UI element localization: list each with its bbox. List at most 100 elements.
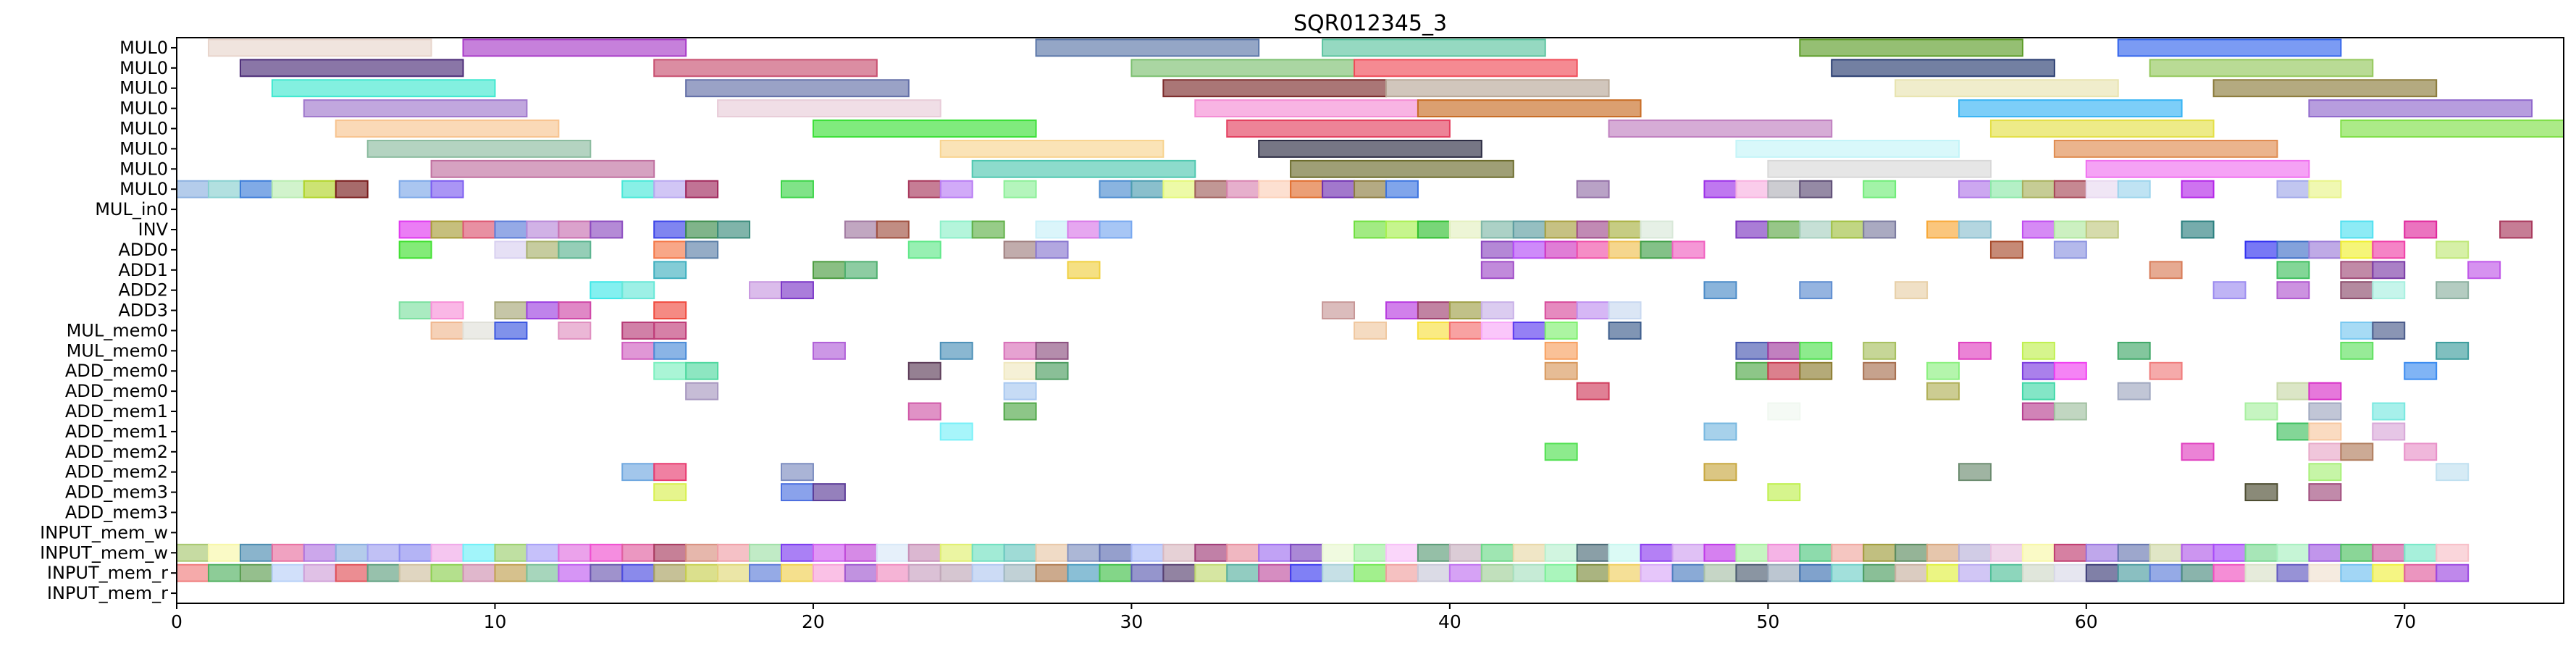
task-bar [2117, 563, 2151, 582]
task-bar [1194, 543, 1228, 562]
task-bar [1671, 563, 1706, 582]
task-bar [939, 139, 1165, 158]
task-bar [271, 563, 305, 582]
task-bar [398, 220, 432, 239]
task-bar [1067, 543, 1101, 562]
task-bar [558, 543, 592, 562]
task-bar [2276, 543, 2310, 562]
task-bar [2276, 382, 2310, 401]
task-bar [2340, 341, 2374, 360]
task-bar [558, 301, 592, 319]
task-bar [1354, 563, 1387, 582]
task-bar [303, 99, 528, 118]
task-bar [2340, 322, 2374, 340]
task-bar [1926, 382, 1960, 401]
task-bar [462, 38, 687, 57]
y-tick-label: INPUT_mem_w [40, 542, 168, 563]
task-bar [2436, 543, 2470, 562]
task-bar [1130, 543, 1165, 562]
y-tick-label: MUL0 [119, 78, 168, 98]
task-bar [590, 563, 624, 582]
task-bar [1003, 543, 1037, 562]
task-bar [685, 220, 719, 239]
task-bar [2340, 220, 2374, 239]
task-bar [2372, 240, 2406, 259]
task-bar [2340, 240, 2374, 259]
x-tick-label: 10 [484, 611, 507, 632]
task-bar [1322, 301, 1356, 319]
task-bar [2276, 261, 2310, 280]
task-bar [1512, 322, 1546, 340]
task-bar [2276, 563, 2310, 582]
task-bar [1767, 180, 1801, 198]
task-bar [2308, 180, 2342, 198]
task-bar [1322, 563, 1356, 582]
task-bar [1863, 563, 1897, 582]
task-bar [1608, 301, 1642, 319]
task-bar [1926, 563, 1960, 582]
y-tick-label: ADD2 [118, 280, 168, 301]
task-bar [1480, 261, 1514, 280]
task-bar [2021, 543, 2055, 562]
task-bar [1863, 341, 1897, 360]
task-bar [1322, 38, 1546, 57]
task-bar [1767, 220, 1801, 239]
task-bar [1417, 322, 1451, 340]
task-bar [494, 543, 528, 562]
task-bar [1989, 180, 2023, 198]
y-tick-label: ADD0 [118, 240, 168, 260]
task-bar [1703, 281, 1737, 300]
y-tick-label: MUL0 [119, 119, 168, 139]
task-bar [2021, 563, 2055, 582]
task-bar [812, 543, 846, 562]
task-bar [590, 220, 624, 239]
task-bar [2436, 563, 2470, 582]
task-bar [2181, 563, 2215, 582]
task-bar [398, 301, 432, 319]
y-tick-label: ADD_mem3 [65, 482, 168, 503]
task-bar [1767, 361, 1801, 380]
y-tick-label: ADD_mem0 [65, 361, 168, 381]
task-bar [1640, 240, 1674, 259]
task-bar [271, 79, 496, 98]
task-bar [366, 139, 592, 158]
task-bar [1290, 180, 1324, 198]
task-bar [685, 563, 719, 582]
task-bar [1703, 563, 1737, 582]
task-bar [2404, 361, 2438, 380]
task-bar [1067, 220, 1101, 239]
task-bar [2117, 180, 2151, 198]
task-bar [1130, 563, 1165, 582]
task-bar [1067, 563, 1101, 582]
task-bar [717, 543, 751, 562]
task-bar [1480, 240, 1514, 259]
task-bar [1290, 543, 1324, 562]
task-bar [207, 543, 241, 562]
task-bar [1417, 543, 1451, 562]
task-bar [1895, 79, 2119, 98]
task-bar [1512, 220, 1546, 239]
task-bar [1989, 563, 2023, 582]
task-bar [1863, 180, 1897, 198]
task-bar [2340, 443, 2374, 461]
task-bar [621, 543, 655, 562]
task-bar [2372, 281, 2406, 300]
y-tick-label: ADD_mem0 [65, 381, 168, 401]
task-bar [303, 543, 337, 562]
task-bar [1322, 180, 1356, 198]
chart-title: SQR012345_3 [1293, 11, 1447, 36]
task-bar [1385, 563, 1419, 582]
task-bar [653, 180, 687, 198]
task-bar [2212, 281, 2246, 300]
task-bar [717, 563, 751, 582]
task-bar [2181, 220, 2215, 239]
y-tick-label: MUL_mem0 [67, 340, 168, 361]
task-bar [1099, 180, 1133, 198]
task-bar [1576, 563, 1610, 582]
y-tick-label: INPUT_mem_r [47, 583, 168, 603]
task-bar [558, 220, 592, 239]
task-bar [2308, 463, 2342, 482]
task-bar [2372, 543, 2406, 562]
task-bar [653, 240, 687, 259]
